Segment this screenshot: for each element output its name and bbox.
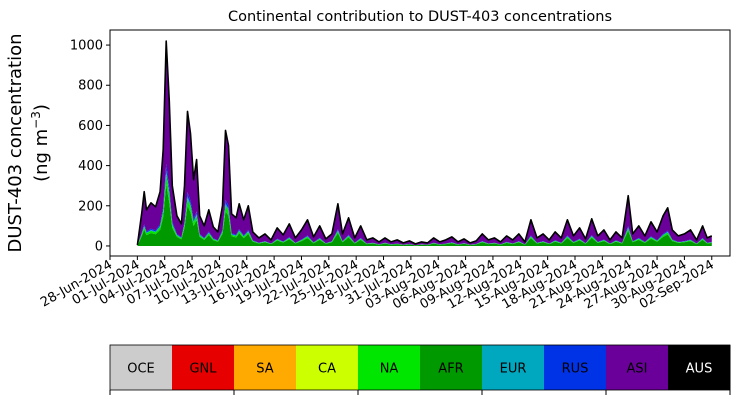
legend-swatch-ca <box>296 345 359 390</box>
legend-swatch-sa <box>234 345 297 390</box>
y-axis: 0 200 400 600 800 1000 <box>70 39 110 254</box>
legend-swatch-asi <box>606 345 669 390</box>
y-tick-label: 600 <box>78 119 103 134</box>
y-tick-label: 800 <box>78 79 103 94</box>
legend-swatch-eur <box>482 345 545 390</box>
legend-swatch-aus <box>668 345 731 390</box>
legend-swatch-gnl <box>172 345 235 390</box>
total-line <box>136 40 713 246</box>
area-afr <box>137 184 712 246</box>
x-axis: 28-Jun-202401-Jul-202404-Jul-202407-Jul-… <box>38 256 717 313</box>
legend-label-na: NA <box>380 362 399 377</box>
legend-label-rus: RUS <box>562 362 589 377</box>
legend-swatch-afr <box>420 345 483 390</box>
legend-swatch-rus <box>544 345 607 390</box>
legend-label-afr: AFR <box>438 362 463 377</box>
legend-label-aus: AUS <box>686 362 713 377</box>
y-axis-label-line2: (ng m−3) <box>29 104 52 182</box>
legend-frame <box>109 344 731 391</box>
legend-swatch-na <box>358 345 421 390</box>
plot-area <box>109 29 731 257</box>
plot-frame <box>109 29 731 257</box>
legend-label-ca: CA <box>318 362 336 377</box>
y-tick-label: 400 <box>78 159 103 174</box>
legend-swatch-oce <box>110 345 173 390</box>
legend-label-eur: EUR <box>500 362 527 377</box>
legend-label-asi: ASI <box>627 362 648 377</box>
y-tick-label: 1000 <box>70 39 103 54</box>
y-tick-label: 200 <box>78 199 103 214</box>
chart-title: Continental contribution to DUST-403 con… <box>228 9 612 25</box>
y-axis-label-line1: DUST-403 concentration <box>5 33 26 252</box>
y-axis-label: DUST-403 concentration (ng m−3) <box>5 33 52 252</box>
y-tick-label: 0 <box>95 239 103 254</box>
legend-label-gnl: GNL <box>189 362 217 377</box>
legend-label-oce: OCE <box>127 362 155 377</box>
legend-label-sa: SA <box>256 362 273 377</box>
legend: OCE GNL SA CA NA AFR EUR RUS ASI AUS <box>109 344 731 395</box>
